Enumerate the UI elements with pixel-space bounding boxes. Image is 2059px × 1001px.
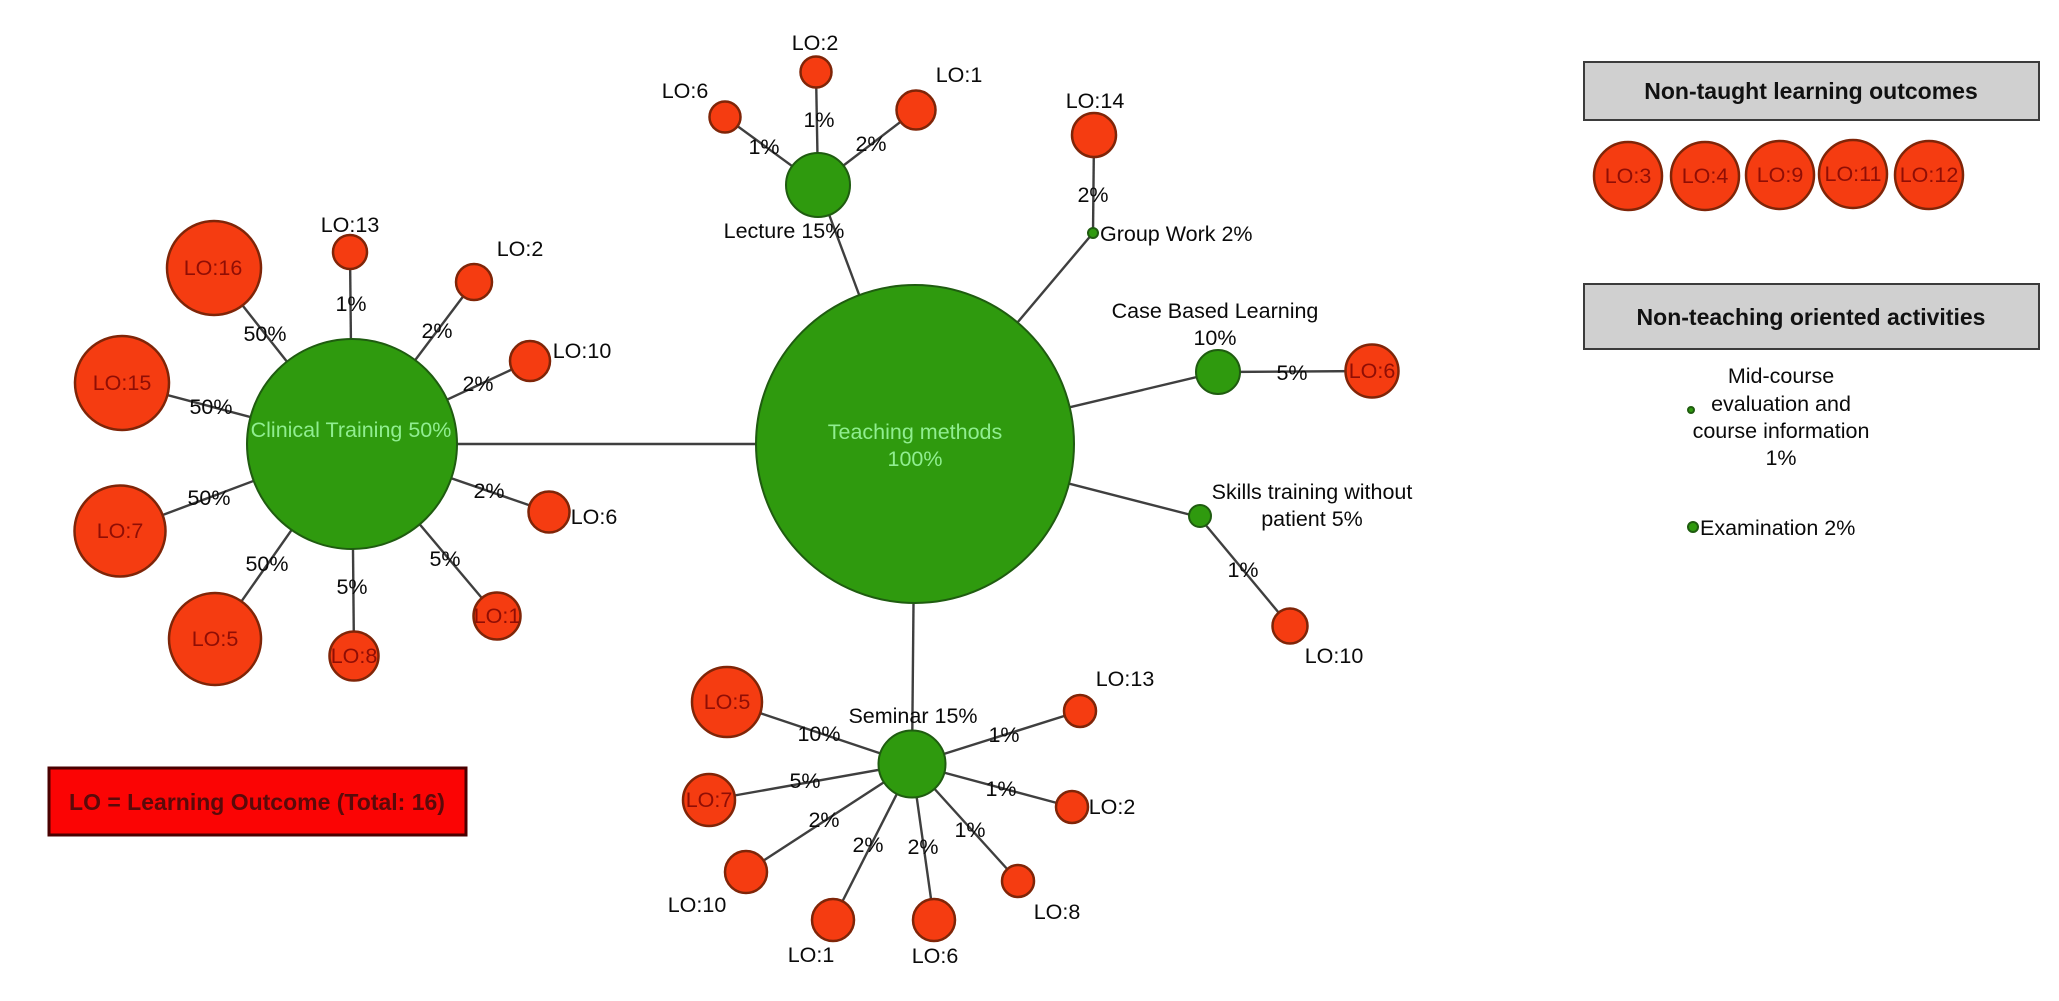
svg-text:50%: 50% — [189, 395, 232, 419]
svg-text:LO:6: LO:6 — [571, 505, 618, 529]
svg-text:1%: 1% — [954, 818, 985, 842]
svg-text:2%: 2% — [421, 319, 452, 343]
svg-text:2%: 2% — [907, 835, 938, 859]
svg-text:evaluation and: evaluation and — [1711, 392, 1851, 416]
svg-text:LO:2: LO:2 — [792, 31, 839, 55]
svg-text:LO:2: LO:2 — [497, 237, 544, 261]
svg-text:Non-taught learning outcomes: Non-taught learning outcomes — [1644, 78, 1978, 104]
svg-text:Teaching methods: Teaching methods — [828, 420, 1003, 444]
svg-text:10%: 10% — [1193, 326, 1236, 350]
svg-text:LO:11: LO:11 — [1825, 162, 1882, 186]
svg-text:Skills training without: Skills training without — [1212, 480, 1413, 504]
svg-text:Examination 2%: Examination 2% — [1700, 516, 1855, 540]
svg-text:LO:5: LO:5 — [192, 627, 239, 651]
svg-text:5%: 5% — [336, 575, 367, 599]
svg-text:LO:14: LO:14 — [1066, 89, 1125, 113]
svg-text:LO:13: LO:13 — [321, 213, 380, 237]
svg-text:LO:10: LO:10 — [553, 339, 612, 363]
svg-text:LO:13: LO:13 — [1096, 667, 1155, 691]
svg-text:100%: 100% — [888, 447, 943, 471]
svg-text:LO:6: LO:6 — [912, 944, 959, 968]
svg-text:LO:9: LO:9 — [1757, 163, 1804, 187]
svg-text:LO:1: LO:1 — [474, 604, 521, 628]
svg-text:LO:16: LO:16 — [184, 256, 243, 280]
svg-text:LO:10: LO:10 — [1305, 644, 1364, 668]
svg-text:Case Based Learning: Case Based Learning — [1112, 299, 1319, 323]
svg-text:2%: 2% — [473, 479, 504, 503]
svg-text:10%: 10% — [797, 722, 840, 746]
svg-text:1%: 1% — [988, 723, 1019, 747]
svg-text:2%: 2% — [1077, 183, 1108, 207]
svg-text:1%: 1% — [1227, 558, 1258, 582]
svg-text:LO:8: LO:8 — [1034, 900, 1081, 924]
svg-text:LO:1: LO:1 — [936, 63, 983, 87]
svg-text:2%: 2% — [852, 833, 883, 857]
svg-text:LO = Learning Outcome (Total:: LO = Learning Outcome (Total: 16) — [69, 789, 445, 815]
svg-text:LO:6: LO:6 — [1349, 359, 1396, 383]
svg-text:LO:6: LO:6 — [662, 79, 709, 103]
svg-text:Seminar 15%: Seminar 15% — [848, 704, 977, 728]
svg-text:1%: 1% — [748, 135, 779, 159]
svg-text:LO:10: LO:10 — [668, 893, 727, 917]
svg-text:2%: 2% — [462, 372, 493, 396]
svg-text:LO:2: LO:2 — [1089, 795, 1136, 819]
svg-text:LO:3: LO:3 — [1605, 164, 1652, 188]
svg-text:1%: 1% — [335, 292, 366, 316]
svg-text:LO:5: LO:5 — [704, 690, 751, 714]
svg-text:Mid-course: Mid-course — [1728, 364, 1834, 388]
svg-text:5%: 5% — [1276, 361, 1307, 385]
svg-text:50%: 50% — [245, 552, 288, 576]
svg-text:LO:7: LO:7 — [686, 788, 733, 812]
svg-text:LO:4: LO:4 — [1682, 164, 1729, 188]
svg-text:1%: 1% — [1765, 446, 1796, 470]
svg-text:1%: 1% — [803, 108, 834, 132]
svg-text:LO:7: LO:7 — [97, 519, 144, 543]
svg-text:LO:15: LO:15 — [93, 371, 152, 395]
svg-text:2%: 2% — [808, 808, 839, 832]
svg-text:2%: 2% — [855, 132, 886, 156]
svg-text:course information: course information — [1693, 419, 1870, 443]
svg-text:Lecture 15%: Lecture 15% — [724, 219, 845, 243]
svg-text:patient 5%: patient 5% — [1261, 507, 1363, 531]
svg-text:LO:1: LO:1 — [788, 943, 835, 967]
svg-text:50%: 50% — [243, 322, 286, 346]
svg-text:1%: 1% — [985, 777, 1016, 801]
svg-text:5%: 5% — [429, 547, 460, 571]
svg-text:50%: 50% — [187, 486, 230, 510]
svg-text:LO:8: LO:8 — [331, 644, 378, 668]
svg-text:5%: 5% — [789, 769, 820, 793]
svg-text:LO:12: LO:12 — [1900, 163, 1959, 187]
svg-text:Clinical Training 50%: Clinical Training 50% — [251, 418, 452, 442]
svg-text:Group Work 2%: Group Work 2% — [1100, 222, 1253, 246]
svg-text:Non-teaching oriented activiti: Non-teaching oriented activities — [1637, 304, 1986, 330]
